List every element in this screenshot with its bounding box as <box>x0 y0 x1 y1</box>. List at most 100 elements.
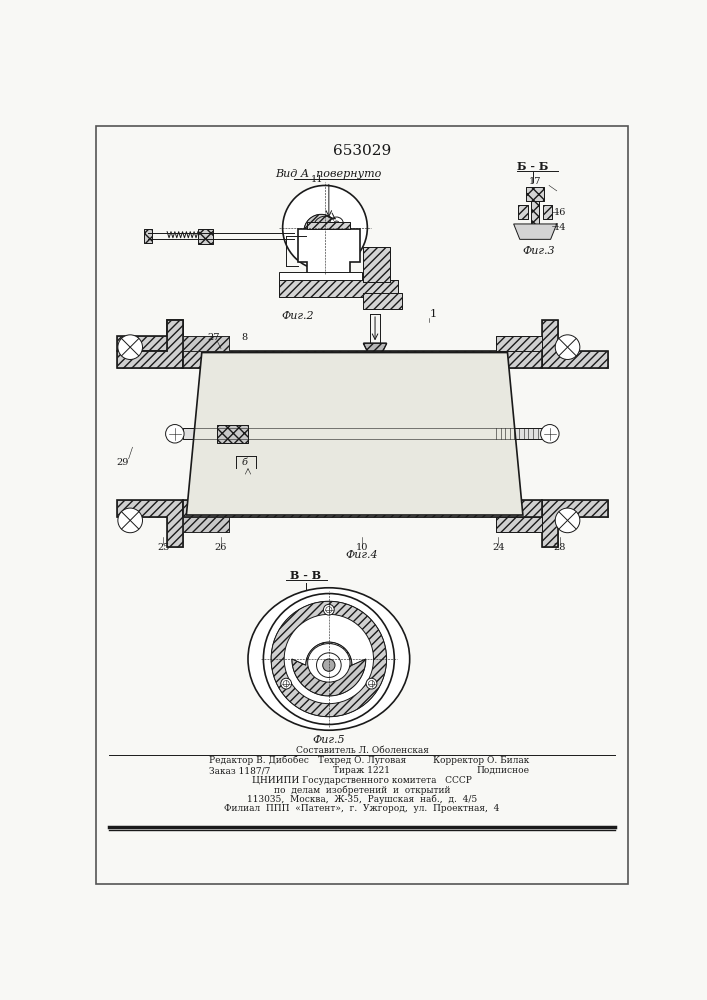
Text: 26: 26 <box>215 543 227 552</box>
Polygon shape <box>363 343 387 359</box>
Bar <box>496 336 542 351</box>
Polygon shape <box>117 320 182 366</box>
Circle shape <box>322 659 335 671</box>
Text: Фиг.2: Фиг.2 <box>281 311 315 321</box>
Text: 25: 25 <box>157 543 170 552</box>
Polygon shape <box>182 517 229 532</box>
Circle shape <box>118 335 143 359</box>
Ellipse shape <box>248 588 409 730</box>
Bar <box>182 351 542 368</box>
Circle shape <box>326 607 332 613</box>
Text: 24: 24 <box>492 543 505 552</box>
Text: Редактор В. Дибобес: Редактор В. Дибобес <box>209 756 310 765</box>
Bar <box>182 428 542 439</box>
Circle shape <box>541 425 559 443</box>
Text: 29: 29 <box>116 458 129 467</box>
Bar <box>496 517 542 532</box>
Bar <box>182 351 542 368</box>
Polygon shape <box>182 336 229 351</box>
Text: Фиг.5: Фиг.5 <box>312 735 345 745</box>
Text: 16: 16 <box>554 208 566 217</box>
Bar <box>526 187 544 201</box>
Text: В - В: В - В <box>290 570 321 581</box>
Text: 1: 1 <box>429 309 436 319</box>
Text: ЦНИИПИ Государственного комитета   СССР: ЦНИИПИ Государственного комитета СССР <box>252 776 472 785</box>
Circle shape <box>283 681 289 687</box>
Bar <box>543 205 552 219</box>
Text: Фиг.3: Фиг.3 <box>522 246 556 256</box>
Bar <box>363 293 402 309</box>
Bar <box>532 201 539 224</box>
Bar <box>496 336 542 351</box>
Text: 27: 27 <box>207 333 220 342</box>
Bar <box>144 229 152 243</box>
Bar <box>532 201 539 224</box>
Bar <box>526 187 544 201</box>
Polygon shape <box>117 500 182 547</box>
Text: 14: 14 <box>554 223 566 232</box>
Circle shape <box>118 508 143 533</box>
Bar <box>198 229 214 244</box>
Polygon shape <box>117 320 182 368</box>
Polygon shape <box>542 320 607 368</box>
Bar <box>217 425 248 443</box>
Circle shape <box>329 217 344 231</box>
Circle shape <box>165 425 184 443</box>
Polygon shape <box>298 229 360 274</box>
Bar <box>363 293 402 309</box>
Text: 17: 17 <box>529 177 542 186</box>
Bar <box>182 500 542 517</box>
Bar <box>363 247 390 282</box>
Text: 653029: 653029 <box>333 144 391 158</box>
Circle shape <box>324 604 334 615</box>
Text: 8: 8 <box>241 333 247 342</box>
Bar <box>279 280 398 297</box>
Circle shape <box>317 653 341 677</box>
Bar <box>182 517 229 532</box>
Text: Фиг.4: Фиг.4 <box>346 550 378 560</box>
Text: Корректор О. Билак: Корректор О. Билак <box>433 756 529 765</box>
Polygon shape <box>514 224 557 239</box>
Bar <box>308 222 351 229</box>
Bar <box>543 205 552 219</box>
Text: б: б <box>241 458 247 467</box>
Text: Б - Б: Б - Б <box>518 161 549 172</box>
Circle shape <box>281 678 291 689</box>
Bar <box>279 280 398 297</box>
Bar <box>363 247 390 282</box>
Polygon shape <box>187 353 523 515</box>
Bar <box>182 336 229 351</box>
Ellipse shape <box>308 644 350 682</box>
Polygon shape <box>292 642 366 696</box>
Polygon shape <box>542 500 607 547</box>
Text: 10: 10 <box>356 543 368 552</box>
Ellipse shape <box>304 214 339 249</box>
Text: 11: 11 <box>311 175 324 184</box>
Bar <box>217 425 248 443</box>
Bar <box>182 517 229 532</box>
Circle shape <box>555 508 580 533</box>
Bar <box>279 272 362 280</box>
Text: Филиал  ППП  «Патент»,  г.  Ужгород,  ул.  Проектная,  4: Филиал ППП «Патент», г. Ужгород, ул. Про… <box>224 804 500 813</box>
Text: Составитель Л. Оболенская: Составитель Л. Оболенская <box>296 746 428 755</box>
Bar <box>198 229 214 244</box>
Circle shape <box>366 678 377 689</box>
Bar <box>182 500 542 517</box>
Circle shape <box>368 681 375 687</box>
Polygon shape <box>363 343 387 359</box>
Text: Вид А  повернуто: Вид А повернуто <box>276 169 382 179</box>
Bar <box>308 222 351 229</box>
Circle shape <box>271 601 387 717</box>
Circle shape <box>555 335 580 359</box>
Text: Подписное: Подписное <box>476 766 529 775</box>
Circle shape <box>264 594 395 724</box>
Text: 28: 28 <box>554 543 566 552</box>
Bar <box>182 336 229 351</box>
Text: Тираж 1221: Тираж 1221 <box>334 766 390 775</box>
Bar <box>518 205 527 219</box>
Bar <box>518 205 527 219</box>
Circle shape <box>284 614 373 704</box>
Bar <box>144 229 152 243</box>
Text: Заказ 1187/7: Заказ 1187/7 <box>209 766 271 775</box>
Circle shape <box>283 185 368 270</box>
